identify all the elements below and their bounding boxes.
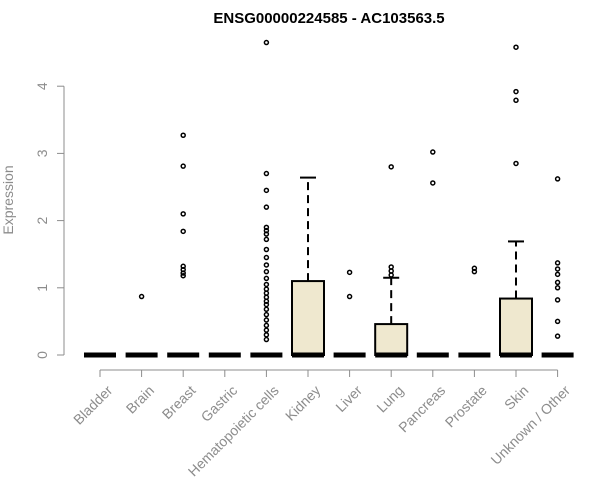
outlier-point: [554, 271, 561, 278]
outlier-point: [513, 160, 519, 167]
outlier-point: [263, 254, 270, 261]
outlier-point: [263, 311, 270, 318]
outlier-point: [138, 293, 145, 300]
outlier-point: [263, 204, 270, 210]
outlier-point: [554, 260, 561, 266]
outlier-point: [263, 246, 270, 253]
box-group: [125, 293, 158, 358]
outlier-point: [263, 275, 270, 282]
x-tick-label: Bladder: [70, 382, 116, 428]
x-tick-label: Lung: [373, 382, 406, 415]
outlier-point: [263, 286, 270, 292]
outlier-point: [263, 268, 270, 275]
outlier-point: [263, 236, 270, 243]
y-tick-label: 2: [34, 216, 50, 224]
outlier-point: [513, 88, 519, 95]
outlier-point: [180, 272, 186, 279]
box-group: [250, 39, 283, 358]
x-tick-label: Breast: [159, 382, 199, 422]
outlier-point: [554, 266, 561, 272]
outlier-point: [263, 224, 270, 231]
outlier-point: [263, 322, 270, 329]
x-tick-label: Brain: [123, 382, 157, 416]
box-rect: [291, 280, 325, 356]
outlier-point: [388, 264, 394, 270]
outlier-point: [263, 281, 270, 288]
outlier-point: [471, 265, 478, 272]
outlier-point: [180, 211, 186, 217]
outlier-point: [346, 293, 353, 300]
plot-area: [84, 39, 574, 358]
outlier-point: [180, 263, 186, 270]
outlier-point: [263, 332, 270, 338]
outlier-point: [263, 306, 270, 313]
outlier-point: [263, 170, 270, 177]
box-group: [458, 265, 491, 358]
box-group: [291, 176, 325, 358]
y-tick-label: 3: [34, 149, 50, 157]
outlier-point: [263, 187, 270, 194]
outlier-point: [554, 176, 561, 182]
outlier-point: [430, 149, 436, 155]
y-tick-label: 1: [34, 284, 50, 292]
outlier-point: [430, 180, 436, 186]
box-group: [333, 269, 366, 358]
outlier-point: [554, 333, 561, 339]
outlier-point: [513, 97, 519, 104]
chart-title: ENSG00000224585 - AC103563.5: [213, 10, 444, 27]
outlier-point: [263, 317, 270, 323]
outlier-point: [180, 132, 186, 139]
outlier-point: [263, 262, 270, 268]
outlier-point: [180, 163, 186, 169]
box-rect: [374, 323, 409, 357]
box-group: [167, 132, 200, 358]
outlier-point: [554, 297, 561, 303]
outlier-point: [554, 279, 561, 286]
x-tick-label: Unknown / Other: [487, 382, 573, 468]
outlier-point: [180, 228, 186, 235]
outlier-point: [263, 39, 270, 46]
x-tick-label: Liver: [332, 382, 365, 415]
box-rect: [499, 297, 533, 356]
x-tick-label: Skin: [501, 382, 532, 413]
outlier-point: [346, 269, 353, 276]
outlier-point: [513, 44, 519, 50]
y-tick-label: 4: [34, 82, 50, 90]
outlier-point: [554, 318, 561, 325]
box-group: [416, 149, 449, 358]
box-group: [541, 176, 574, 358]
y-axis: 0 1 2 3 4: [34, 82, 65, 359]
box-group: [499, 44, 533, 358]
x-tick-label: Prostate: [442, 382, 490, 430]
outlier-point: [388, 164, 394, 170]
outlier-point: [263, 336, 270, 343]
x-tick-label: Kidney: [282, 382, 324, 424]
outlier-point: [554, 285, 561, 291]
y-axis-label: Expression: [0, 165, 16, 234]
outlier-point: [263, 327, 270, 333]
box-group: [374, 164, 409, 358]
y-tick-label: 0: [34, 351, 50, 359]
